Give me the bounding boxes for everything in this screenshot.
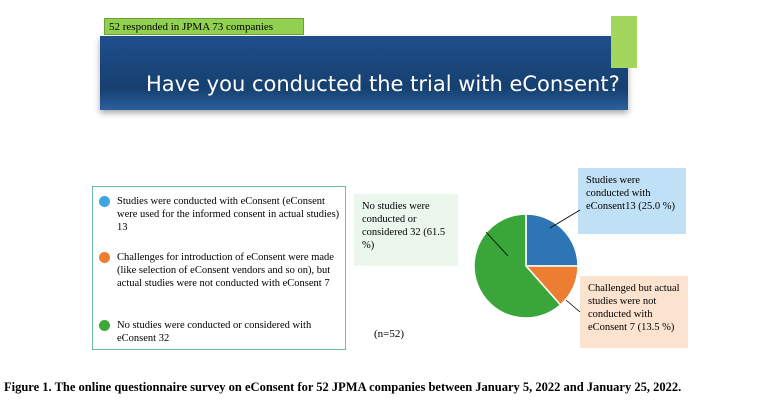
pie-slice-conducted — [525, 213, 579, 267]
callout-none: No studies were conducted or considered … — [354, 194, 458, 266]
legend-text-conducted: Studies were conducted with eConsent (eC… — [117, 196, 340, 233]
legend-text-none: No studies were conducted or considered … — [117, 320, 312, 344]
leader-line-none — [485, 231, 509, 257]
legend-dot-none — [99, 320, 110, 331]
legend-dot-challenged — [99, 252, 110, 263]
legend-box: Studies were conducted with eConsent (eC… — [92, 186, 346, 350]
callout-challenged: Challenged but actual studies were not c… — [580, 276, 688, 348]
leader-line-challenged — [565, 299, 581, 313]
accent-bar — [611, 16, 637, 68]
figure-caption: Figure 1. The online questionnaire surve… — [4, 380, 682, 394]
legend-text-challenged: Challenges for introduction of eConsent … — [117, 252, 334, 289]
legend-dot-conducted — [99, 196, 110, 207]
title-banner — [100, 36, 628, 110]
response-note: 52 responded in JPMA 73 companies — [104, 18, 304, 35]
callout-studies: Studies were conducted with eConsent13 (… — [578, 168, 686, 234]
slide-title: Have you conducted the trial with eConse… — [146, 72, 620, 96]
pie-slice-none — [473, 213, 562, 319]
sample-size-label: (n=52) — [374, 328, 405, 340]
leader-line-studies — [549, 209, 581, 229]
